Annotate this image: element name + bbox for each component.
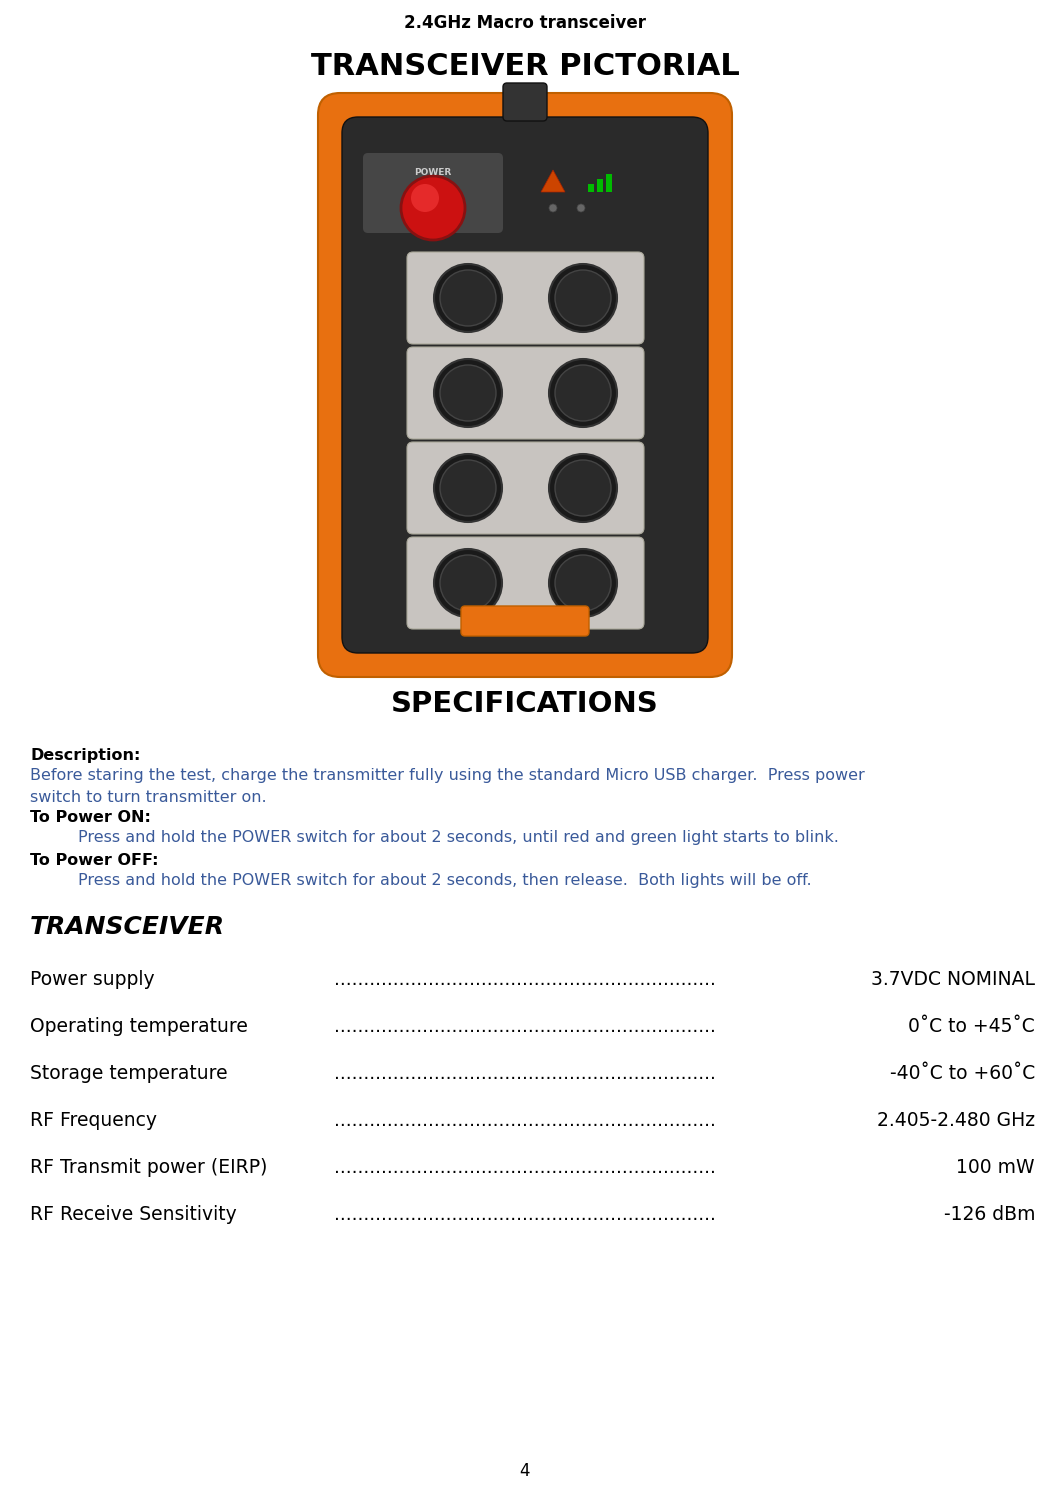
Text: Operating temperature: Operating temperature [30, 1016, 248, 1036]
Circle shape [440, 365, 496, 421]
Text: TRANSCEIVER: TRANSCEIVER [30, 915, 225, 939]
Text: .................................................................: ........................................… [334, 1158, 716, 1177]
Text: 3.7VDC NOMINAL: 3.7VDC NOMINAL [865, 970, 1035, 990]
Text: RF Receive Sensitivity: RF Receive Sensitivity [30, 1205, 243, 1225]
Text: Power supply: Power supply [30, 970, 167, 990]
Text: 100 mW: 100 mW [945, 1158, 1035, 1177]
Text: SPECIFICATIONS: SPECIFICATIONS [391, 690, 659, 719]
Circle shape [549, 549, 617, 618]
Circle shape [549, 263, 617, 332]
Text: Description:: Description: [30, 748, 141, 763]
FancyBboxPatch shape [318, 92, 732, 677]
Circle shape [434, 549, 502, 618]
Circle shape [549, 454, 617, 522]
Circle shape [555, 269, 611, 326]
Text: Press and hold the POWER switch for about 2 seconds, until red and green light s: Press and hold the POWER switch for abou… [78, 830, 839, 845]
Text: 0˚C to +45˚C: 0˚C to +45˚C [897, 1016, 1035, 1036]
Text: .................................................................: ........................................… [334, 970, 716, 990]
Circle shape [555, 555, 611, 612]
Circle shape [555, 365, 611, 421]
Text: POWER: POWER [415, 168, 452, 177]
Text: Press and hold the POWER switch for about 2 seconds, then release.  Both lights : Press and hold the POWER switch for abou… [78, 873, 812, 888]
Circle shape [555, 460, 611, 516]
Text: To Power ON:: To Power ON: [30, 809, 151, 824]
Text: RF Frequency: RF Frequency [30, 1112, 158, 1129]
Text: RF Transmit power (EIRP): RF Transmit power (EIRP) [30, 1158, 268, 1177]
FancyBboxPatch shape [461, 606, 589, 635]
Circle shape [411, 185, 439, 211]
Circle shape [440, 460, 496, 516]
Circle shape [578, 204, 585, 211]
FancyBboxPatch shape [407, 442, 644, 534]
FancyBboxPatch shape [407, 251, 644, 344]
Circle shape [434, 454, 502, 522]
FancyBboxPatch shape [407, 347, 644, 439]
Circle shape [401, 176, 465, 240]
Text: To Power OFF:: To Power OFF: [30, 853, 159, 868]
Text: .................................................................: ........................................… [334, 1016, 716, 1036]
Text: .................................................................: ........................................… [334, 1205, 716, 1225]
FancyBboxPatch shape [363, 153, 503, 234]
Bar [606, 174, 612, 192]
Text: -126 dBm: -126 dBm [931, 1205, 1035, 1225]
Polygon shape [541, 170, 565, 192]
Circle shape [440, 555, 496, 612]
Text: Before staring the test, charge the transmitter fully using the standard Micro U: Before staring the test, charge the tran… [30, 768, 865, 783]
Text: .................................................................: ........................................… [334, 1112, 716, 1129]
FancyBboxPatch shape [503, 83, 547, 121]
Text: switch to turn transmitter on.: switch to turn transmitter on. [30, 790, 267, 805]
Circle shape [434, 263, 502, 332]
FancyBboxPatch shape [407, 537, 644, 629]
Text: -40˚C to +60˚C: -40˚C to +60˚C [889, 1064, 1035, 1083]
Text: 2.4GHz Macro transceiver: 2.4GHz Macro transceiver [404, 13, 646, 33]
Text: 4: 4 [520, 1463, 530, 1481]
Text: 2.405-2.480 GHz: 2.405-2.480 GHz [872, 1112, 1035, 1129]
Text: .................................................................: ........................................… [334, 1064, 716, 1083]
FancyBboxPatch shape [342, 118, 708, 653]
Bar [597, 179, 603, 192]
Circle shape [434, 359, 502, 427]
Circle shape [549, 204, 556, 211]
Text: Storage temperature: Storage temperature [30, 1064, 228, 1083]
Bar [588, 185, 594, 192]
Circle shape [549, 359, 617, 427]
Circle shape [440, 269, 496, 326]
Text: TRANSCEIVER PICTORIAL: TRANSCEIVER PICTORIAL [311, 52, 739, 80]
